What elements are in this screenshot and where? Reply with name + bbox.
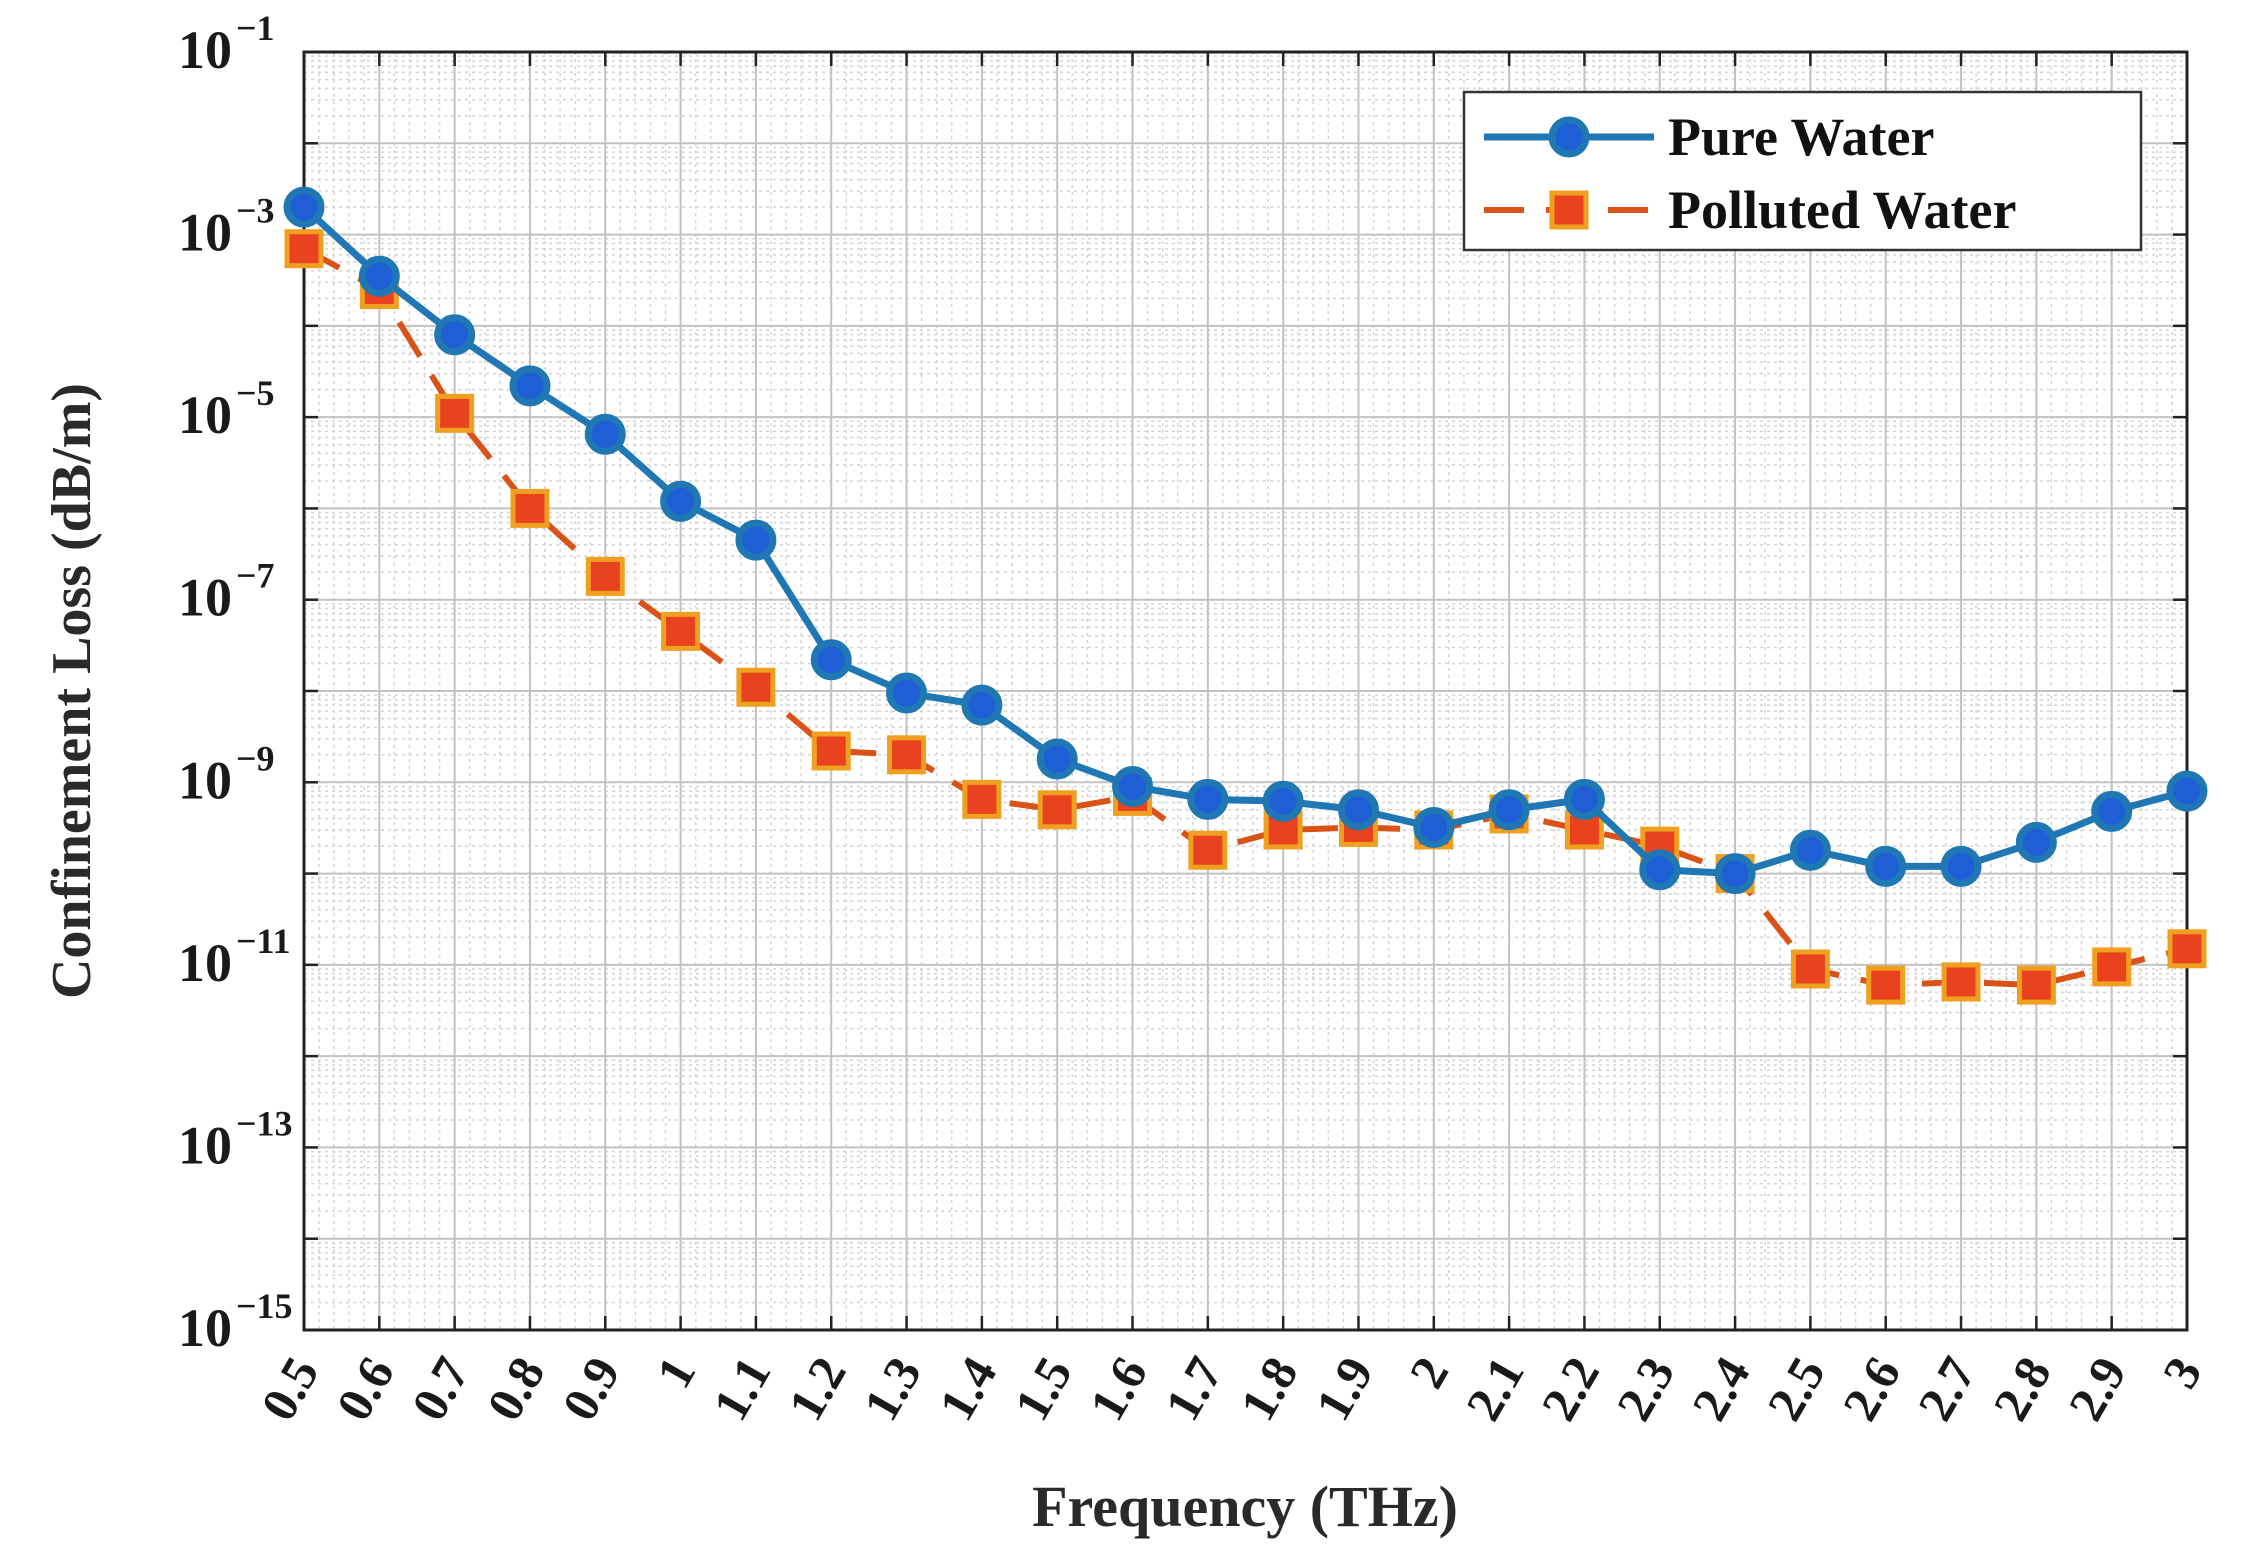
legend-polluted-water-marker xyxy=(1549,190,1589,230)
x-tick-label: 1.7 xyxy=(1154,1348,1234,1430)
x-tick-label: 1.5 xyxy=(1003,1348,1083,1430)
x-tick-label: 0.5 xyxy=(250,1348,330,1430)
x-tick-label: 2.9 xyxy=(2057,1348,2137,1430)
pure-water-marker xyxy=(1639,849,1681,891)
polluted-water-marker xyxy=(736,667,776,707)
pure-water-marker xyxy=(283,186,325,228)
x-tick-label: 1.4 xyxy=(928,1348,1008,1430)
pure-water-marker xyxy=(660,480,702,522)
y-tick-label: 10 xyxy=(178,385,232,445)
polluted-water-marker xyxy=(2092,947,2132,987)
pure-water-marker xyxy=(886,672,928,714)
x-tick-label: 1.9 xyxy=(1304,1348,1384,1430)
pure-water-marker xyxy=(1865,845,1907,887)
legend-pure-water-label: Pure Water xyxy=(1668,107,1934,167)
pure-water-marker xyxy=(1488,789,1530,831)
series-layer xyxy=(283,186,2208,1005)
pure-water-marker xyxy=(2015,821,2057,863)
x-tick-label: 0.7 xyxy=(400,1348,480,1430)
pure-water-marker xyxy=(584,413,626,455)
y-tick-exponent: −7 xyxy=(236,556,275,596)
y-tick-exponent: −13 xyxy=(236,1103,293,1143)
polluted-water-marker xyxy=(1790,949,1830,989)
pure-water-marker xyxy=(1789,829,1831,871)
x-tick-label: 0.6 xyxy=(325,1348,405,1430)
axis-ticks xyxy=(302,50,2189,1332)
y-tick-label: 10 xyxy=(178,20,232,80)
y-tick-exponent: −9 xyxy=(236,738,275,778)
x-tick-label: 0.9 xyxy=(551,1348,631,1430)
polluted-water-marker xyxy=(661,611,701,651)
legend: Pure Water Polluted Water xyxy=(1462,90,2143,252)
polluted-water-marker xyxy=(585,556,625,596)
x-tick-label: 1.2 xyxy=(777,1348,857,1430)
polluted-water-marker xyxy=(510,488,550,528)
x-tick-label: 0.8 xyxy=(476,1348,556,1430)
polluted-water-marker xyxy=(811,731,851,771)
y-tick-exponent: −11 xyxy=(236,921,291,961)
y-tick-exponent: −5 xyxy=(236,373,275,413)
x-tick-label: 1.6 xyxy=(1078,1348,1158,1430)
pure-water-marker xyxy=(1714,853,1756,895)
x-tick-label: 2.4 xyxy=(1681,1348,1761,1430)
polluted-water-marker xyxy=(2167,929,2207,969)
y-tick-label: 10 xyxy=(178,568,232,628)
x-tick-label: 1.1 xyxy=(702,1348,782,1430)
y-tick-exponent: −3 xyxy=(236,191,275,231)
y-tick-label: 10 xyxy=(178,203,232,263)
x-axis-tick-labels: 0.50.60.70.80.9 11.11.21.31.41.51.61.71.8… xyxy=(250,1348,2213,1430)
y-tick-label: 10 xyxy=(178,750,232,810)
pure-water-marker xyxy=(735,519,777,561)
major-grid xyxy=(304,52,2187,1330)
pure-water-marker xyxy=(509,365,551,407)
pure-water-marker xyxy=(1940,845,1982,887)
polluted-water-marker xyxy=(284,229,324,269)
y-tick-label: 10 xyxy=(178,933,232,993)
polluted-water-marker xyxy=(1866,965,1906,1005)
x-tick-label: 3 xyxy=(2152,1348,2213,1398)
x-tick-label: 2 xyxy=(1398,1348,1459,1398)
legend-pure-water-marker xyxy=(1548,116,1590,158)
x-tick-label: 2.8 xyxy=(1982,1348,2062,1430)
polluted-water-marker xyxy=(1941,962,1981,1002)
pure-water-marker xyxy=(961,684,1003,726)
y-tick-exponent: −1 xyxy=(236,8,275,48)
pure-water-marker xyxy=(1563,778,1605,820)
x-axis-title: Frequency (THz) xyxy=(1032,1474,1458,1539)
y-tick-exponent: −15 xyxy=(236,1286,293,1326)
x-tick-label: 2.7 xyxy=(1907,1348,1987,1430)
polluted-water-marker xyxy=(962,779,1002,819)
pure-water-marker xyxy=(1262,780,1304,822)
pure-water-marker xyxy=(2166,770,2208,812)
polluted-water-marker xyxy=(1037,790,1077,830)
pure-water-marker xyxy=(810,639,852,681)
x-tick-label: 1.8 xyxy=(1229,1348,1309,1430)
x-tick-label: 1 xyxy=(645,1348,706,1398)
pure-water-marker xyxy=(1187,778,1229,820)
polluted-water-marker xyxy=(435,393,475,433)
y-tick-label: 10 xyxy=(178,1298,232,1358)
pure-water-marker xyxy=(1337,789,1379,831)
x-tick-label: 1.3 xyxy=(852,1348,932,1430)
pure-water-marker xyxy=(434,314,476,356)
polluted-water-marker xyxy=(1188,830,1228,870)
pure-water-marker xyxy=(358,255,400,297)
pure-water-marker xyxy=(1036,738,1078,780)
x-tick-label: 2.3 xyxy=(1606,1348,1686,1430)
y-tick-label: 10 xyxy=(178,1115,232,1175)
x-tick-label: 2.2 xyxy=(1530,1348,1610,1430)
polluted-water-marker xyxy=(887,735,927,775)
y-axis-title: Confinement Loss (dB/m) xyxy=(41,383,103,999)
pure-water-marker xyxy=(1413,806,1455,848)
x-tick-label: 2.1 xyxy=(1455,1348,1535,1430)
pure-water-marker xyxy=(1112,765,1154,807)
polluted-water-marker xyxy=(2016,965,2056,1005)
x-tick-label: 2.6 xyxy=(1831,1348,1911,1430)
pure-water-marker xyxy=(2091,790,2133,832)
x-tick-label: 2.5 xyxy=(1756,1348,1836,1430)
legend-polluted-water-label: Polluted Water xyxy=(1668,180,2016,240)
